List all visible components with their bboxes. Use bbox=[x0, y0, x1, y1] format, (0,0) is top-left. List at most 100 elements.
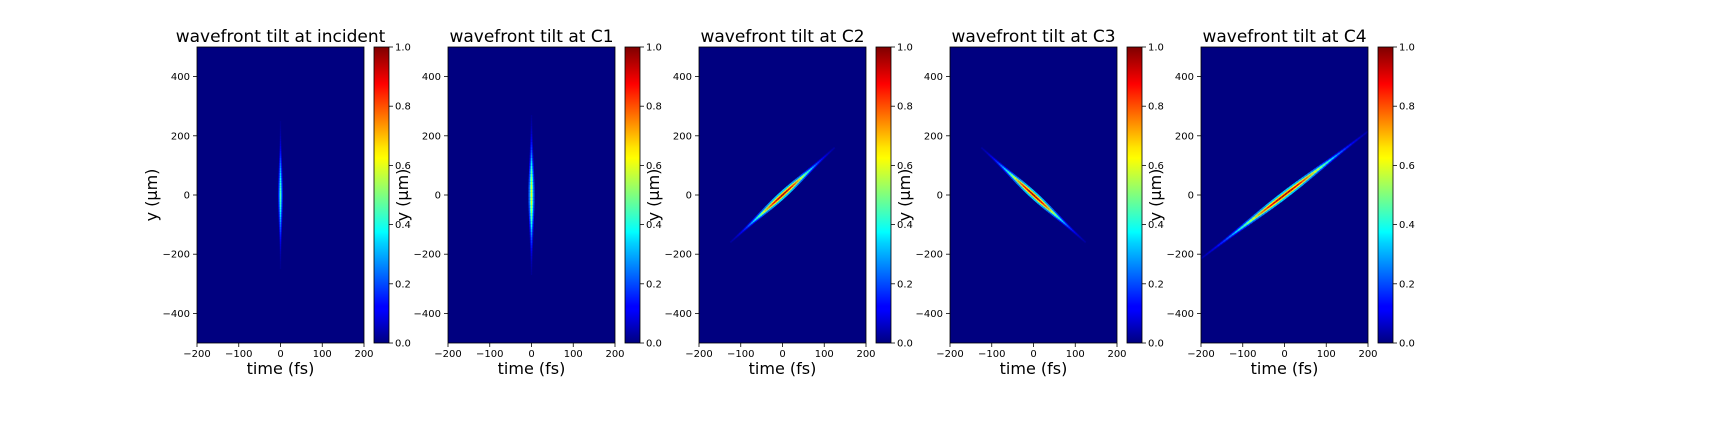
colorbar-tick-label: 0.6 bbox=[897, 161, 913, 172]
y-tick-label: 400 bbox=[422, 72, 441, 83]
chart-title: wavefront tilt at C2 bbox=[700, 27, 864, 47]
x-axis-label: time (fs) bbox=[1251, 359, 1319, 378]
streak-core-segment bbox=[1005, 169, 1008, 172]
streak-core-segment bbox=[827, 152, 830, 155]
streak-core-segment bbox=[1013, 177, 1017, 180]
y-tick-label: −200 bbox=[163, 250, 190, 261]
x-tick-label: 200 bbox=[354, 349, 373, 360]
streak-core-segment bbox=[1010, 174, 1014, 177]
streak-core-segment bbox=[795, 180, 799, 183]
streak-core-segment bbox=[1041, 202, 1045, 206]
colorbar-tick-label: 0.4 bbox=[395, 220, 411, 231]
wavefront-streak bbox=[980, 146, 1087, 244]
streak-core-segment bbox=[1032, 194, 1036, 198]
streak-core-segment bbox=[1252, 216, 1256, 220]
streak-core-segment bbox=[775, 199, 778, 202]
colorbar-tick-label: 0.6 bbox=[646, 161, 662, 172]
streak-core-segment bbox=[747, 224, 750, 227]
x-axis-label: time (fs) bbox=[247, 359, 315, 378]
colorbar-tick-label: 0.8 bbox=[646, 102, 662, 113]
streak-core-segment bbox=[1015, 178, 1019, 182]
colorbar: 0.0 0.2 0.4 0.6 0.8 1.0 bbox=[373, 43, 411, 350]
y-tick-label: 0 bbox=[1188, 191, 1194, 202]
y-axis-label: y (μm) bbox=[142, 169, 161, 222]
streak-mid-segment bbox=[1369, 128, 1372, 130]
streak-core-segment bbox=[783, 191, 787, 195]
chart-title: wavefront tilt at incident bbox=[176, 27, 386, 47]
streak-core-segment bbox=[737, 234, 740, 237]
chart-title: wavefront tilt at C4 bbox=[1202, 27, 1366, 47]
streak-core-segment bbox=[1286, 189, 1291, 194]
x-tick-label: 200 bbox=[1107, 349, 1126, 360]
y-tick-label: 0 bbox=[686, 191, 692, 202]
x-tick-label: 100 bbox=[815, 349, 834, 360]
y-tick-label: 0 bbox=[184, 191, 190, 202]
colorbar: 0.0 0.2 0.4 0.6 0.8 1.0 bbox=[1377, 43, 1415, 350]
streak-core-segment bbox=[745, 226, 749, 229]
streak-core-segment bbox=[1039, 200, 1043, 204]
panel-5: −200 −100 0 100 200 −400 −200 0 200 400 wavefront … bbox=[1146, 27, 1415, 378]
streak-core-segment bbox=[996, 161, 1000, 164]
streak-core-segment bbox=[1313, 170, 1317, 174]
streak-core-segment bbox=[740, 231, 743, 234]
streak-core-segment bbox=[1234, 230, 1239, 234]
streak-core-segment bbox=[1020, 183, 1024, 187]
streak-core-segment bbox=[1263, 207, 1268, 212]
streak-core-segment bbox=[735, 235, 738, 238]
chart-title: wavefront tilt at C1 bbox=[449, 27, 613, 47]
colorbar-tick-label: 0.8 bbox=[1148, 102, 1164, 113]
streak-core-segment bbox=[1057, 216, 1060, 220]
colorbar-tick-label: 0.8 bbox=[395, 102, 411, 113]
colorbar-tick-label: 0.8 bbox=[1399, 102, 1415, 113]
y-tick-label: 200 bbox=[924, 131, 943, 142]
colorbar-tick-label: 1.0 bbox=[1399, 43, 1415, 54]
y-tick-label: −400 bbox=[916, 309, 943, 320]
streak-core-segment bbox=[811, 166, 815, 169]
streak-core-segment bbox=[813, 164, 816, 167]
x-axis-label: time (fs) bbox=[498, 359, 566, 378]
streak-core-segment bbox=[787, 188, 790, 191]
streak-core-segment bbox=[785, 189, 789, 193]
x-tick-label: 100 bbox=[564, 349, 583, 360]
colorbar-tick-label: 0.4 bbox=[1148, 220, 1164, 231]
streak-core-segment bbox=[1249, 218, 1253, 223]
streak-core-segment bbox=[825, 153, 828, 156]
y-tick-label: −200 bbox=[414, 250, 441, 261]
y-tick-label: −200 bbox=[665, 250, 692, 261]
x-tick-label: −200 bbox=[936, 349, 963, 360]
y-axis-label: y (μm) bbox=[644, 169, 663, 222]
streak-core-segment bbox=[1048, 208, 1052, 212]
y-tick-label: 0 bbox=[937, 191, 943, 202]
streak-core-segment bbox=[781, 192, 785, 196]
streak-core-segment bbox=[1240, 225, 1245, 229]
streak-core-segment bbox=[1246, 221, 1250, 225]
streak-core-segment bbox=[1060, 219, 1064, 223]
streak-core-segment bbox=[1043, 203, 1047, 207]
streak-core-segment bbox=[1012, 175, 1015, 179]
x-tick-label: 0 bbox=[277, 349, 283, 360]
colorbar-tick-label: 0.0 bbox=[395, 339, 411, 350]
streak-core-segment bbox=[829, 150, 832, 153]
streak-core-segment bbox=[1205, 252, 1209, 256]
colorbar: 0.0 0.2 0.4 0.6 0.8 1.0 bbox=[875, 43, 913, 350]
streak-core-segment bbox=[1027, 189, 1031, 193]
streak-core-segment bbox=[744, 227, 747, 230]
colorbar-tick-label: 1.0 bbox=[1148, 43, 1164, 54]
x-tick-label: −200 bbox=[685, 349, 712, 360]
streak-core-segment bbox=[1360, 134, 1364, 138]
streak-core-segment bbox=[1076, 234, 1079, 237]
streak-core-segment bbox=[1080, 237, 1083, 240]
streak-core-segment bbox=[815, 163, 818, 166]
streak-core-segment bbox=[1007, 170, 1010, 174]
streak-core-segment bbox=[1228, 234, 1233, 238]
streak-core-segment bbox=[1034, 195, 1038, 199]
streak-core-segment bbox=[1322, 163, 1326, 167]
streak-core-segment bbox=[1339, 150, 1343, 154]
streak-core-segment bbox=[1081, 239, 1085, 241]
streak-core-segment bbox=[1064, 223, 1067, 226]
streak-core-segment bbox=[988, 153, 991, 156]
colorbar-tick-label: 0.2 bbox=[646, 279, 662, 290]
colorbar-tick-label: 1.0 bbox=[897, 43, 913, 54]
x-tick-label: 200 bbox=[605, 349, 624, 360]
streak-core-segment bbox=[989, 155, 993, 158]
